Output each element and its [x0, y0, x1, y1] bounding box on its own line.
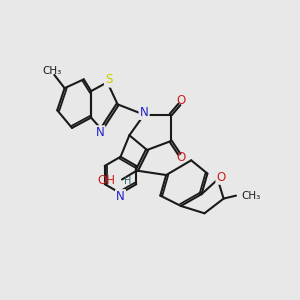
Text: OH: OH [98, 174, 116, 188]
Text: S: S [105, 74, 112, 86]
Text: N: N [140, 106, 148, 119]
Text: CH₃: CH₃ [42, 66, 62, 76]
Text: CH₃: CH₃ [241, 190, 260, 201]
Text: O: O [176, 152, 185, 164]
Text: N: N [96, 126, 104, 140]
Text: N: N [116, 190, 125, 203]
Text: H: H [124, 176, 131, 186]
Text: O: O [217, 171, 226, 184]
Text: O: O [176, 94, 185, 107]
